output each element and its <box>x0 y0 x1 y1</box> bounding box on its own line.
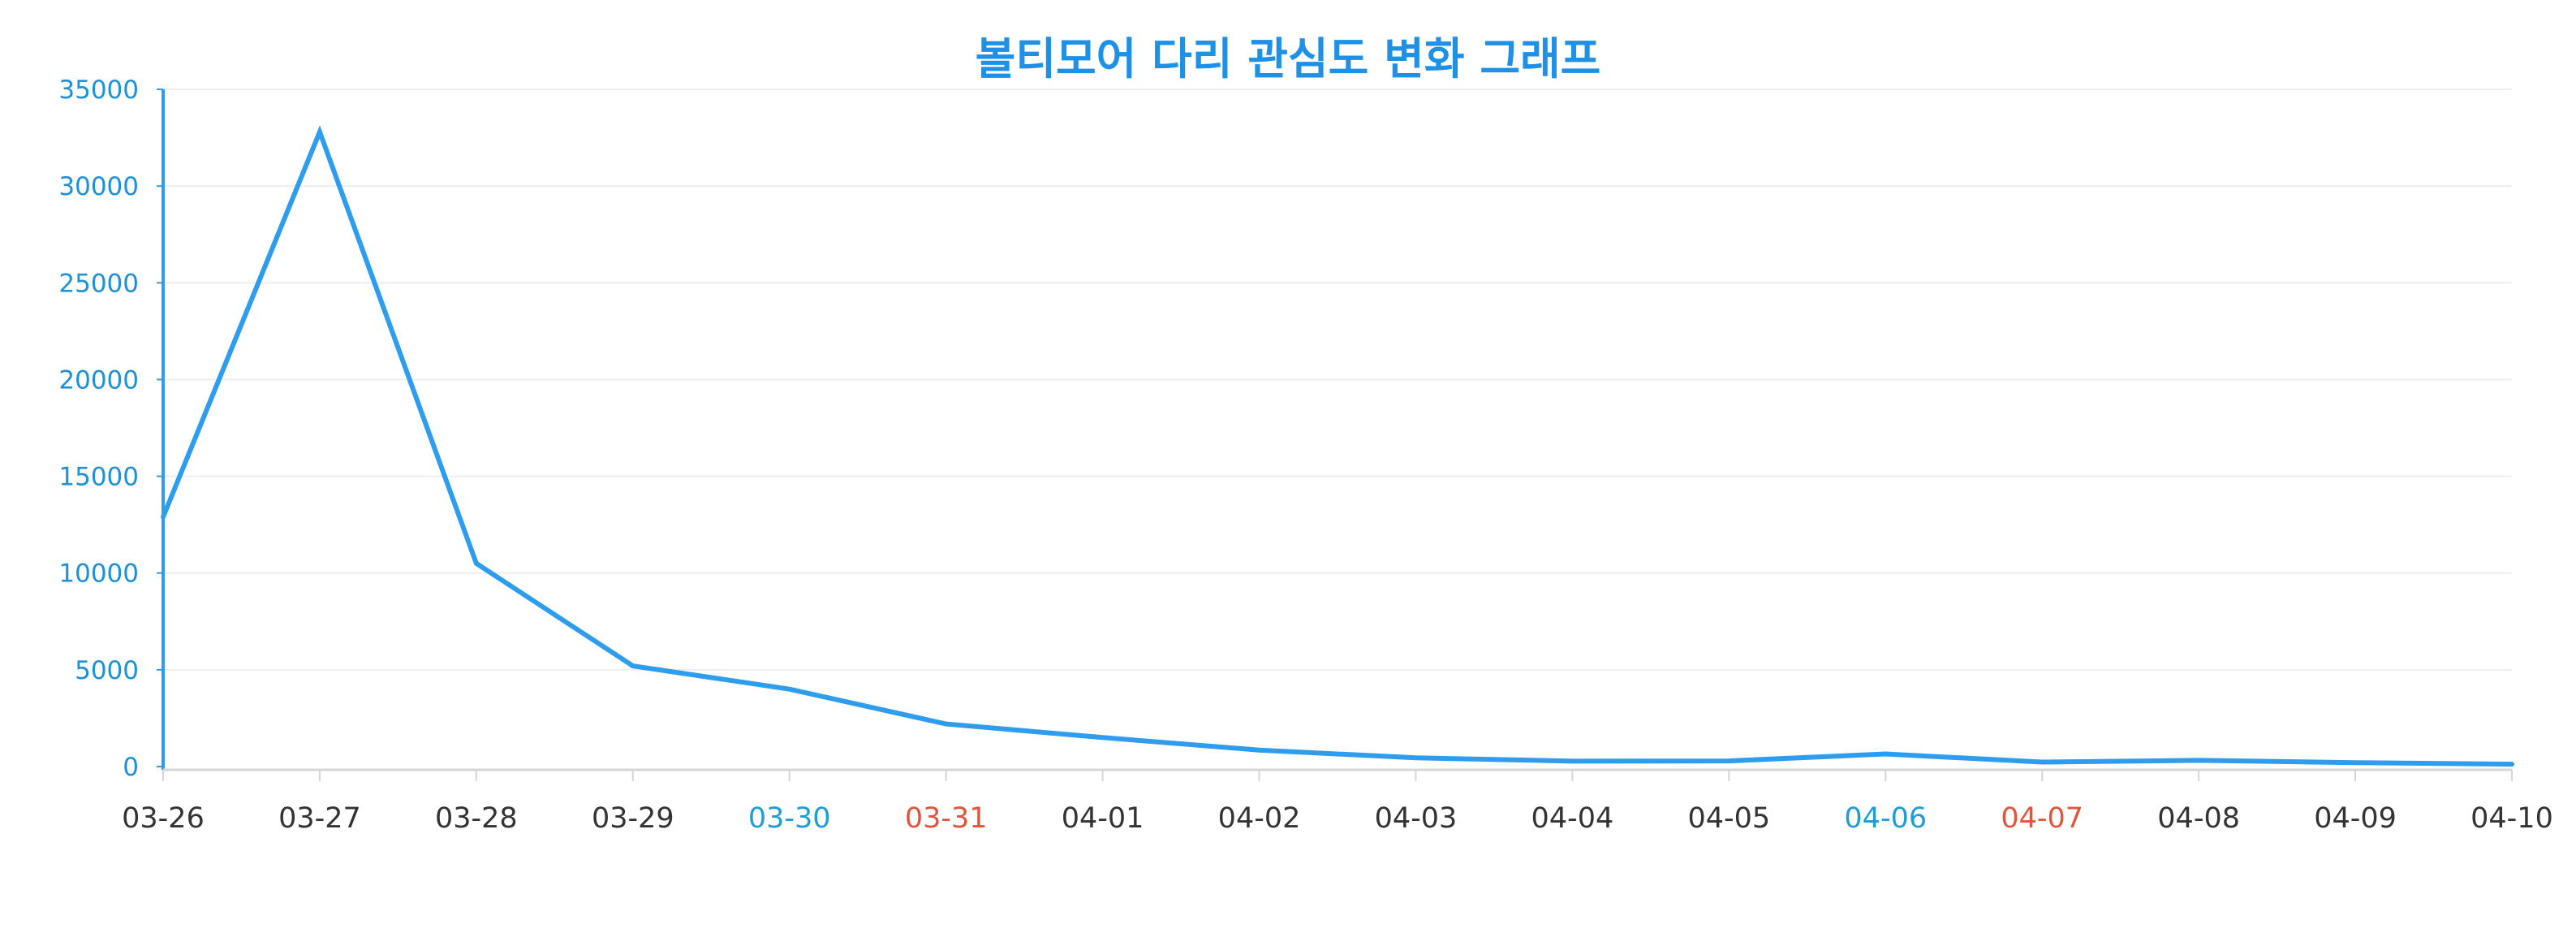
x-tick-label: 04-10 <box>2470 802 2553 835</box>
data-point <box>2354 762 2356 763</box>
x-tick-label: 03-31 <box>905 802 988 835</box>
x-tick-label: 03-29 <box>592 802 674 835</box>
x-tick-label: 04-05 <box>1687 802 1770 835</box>
axis-layer <box>157 89 2513 781</box>
x-tick-label: 03-26 <box>122 802 205 835</box>
x-tick-label: 04-09 <box>2314 802 2397 835</box>
y-tick-label: 20000 <box>58 365 139 395</box>
x-tick-label: 03-28 <box>435 802 518 835</box>
x-tick-label: 04-03 <box>1375 802 1458 835</box>
data-point <box>1259 749 1260 751</box>
x-tick-label: 04-07 <box>2001 802 2083 835</box>
data-point <box>1571 760 1573 762</box>
y-tick-label: 5000 <box>75 656 139 685</box>
y-tick-label: 25000 <box>58 269 139 298</box>
data-point <box>1102 736 1104 738</box>
y-tick-label: 30000 <box>58 172 139 201</box>
data-point <box>162 516 164 518</box>
y-tick-label: 0 <box>123 753 139 782</box>
chart-title: 볼티모어 다리 관심도 변화 그래프 <box>975 33 1601 84</box>
series-line <box>161 125 2514 767</box>
x-tick-label: 04-01 <box>1062 802 1144 835</box>
x-tick-label: 04-04 <box>1531 802 1614 835</box>
data-point <box>2511 763 2513 765</box>
data-point <box>1728 760 1730 762</box>
x-tick-label: 04-08 <box>2157 802 2240 835</box>
y-tick-label: 15000 <box>58 463 139 492</box>
y-tick-label: 35000 <box>58 76 139 105</box>
y-tick-label: 10000 <box>58 559 139 589</box>
x-tick-label: 04-06 <box>1844 802 1927 835</box>
label-layer: 0 5000 10000 15000 20000 25000 30000 35000 03-26… <box>58 76 2552 835</box>
x-tick-label: 04-02 <box>1218 802 1301 835</box>
x-tick-label: 03-27 <box>278 802 361 835</box>
x-tick-label: 03-30 <box>748 802 831 835</box>
series-layer <box>161 125 2514 767</box>
grid-layer <box>163 89 2512 671</box>
data-point <box>632 665 634 667</box>
